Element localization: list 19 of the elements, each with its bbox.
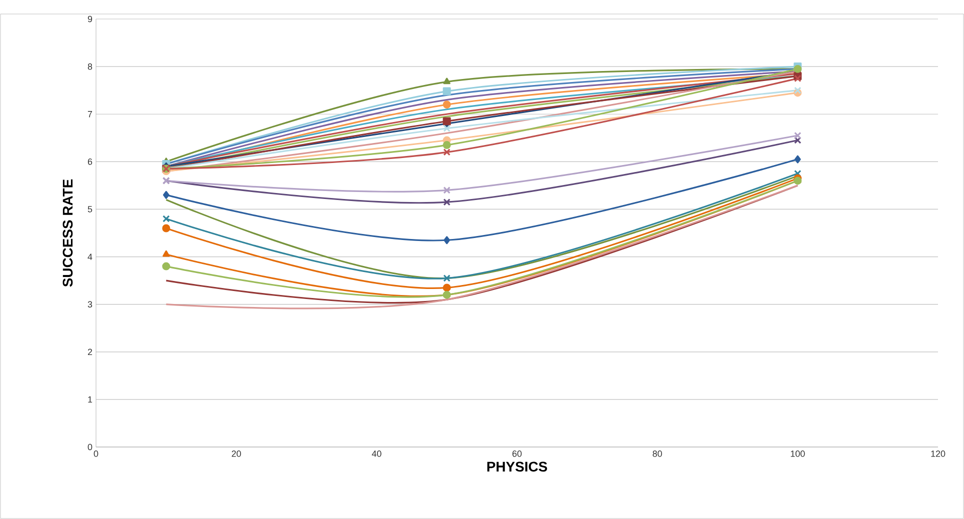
y-tick-label: 7 <box>88 111 92 118</box>
x-tick-label: 60 <box>512 450 522 457</box>
y-tick-label: 8 <box>88 63 92 70</box>
x-tick-label: 20 <box>232 450 241 457</box>
y-tick-label: 6 <box>88 158 92 165</box>
x-tick-label: 80 <box>652 450 662 457</box>
x-tick-label: 40 <box>372 450 382 457</box>
x-tick-label: 120 <box>931 450 946 457</box>
y-tick-label: 5 <box>88 206 92 212</box>
x-tick-label: 100 <box>790 450 805 457</box>
y-tick-label: 3 <box>88 301 92 308</box>
y-axis-title: SUCCESS RATE <box>62 179 73 287</box>
y-tick-label: 2 <box>88 348 92 356</box>
x-tick-label: 0 <box>94 450 98 457</box>
y-tick-label: 1 <box>88 396 92 403</box>
y-tick-label: 4 <box>88 254 92 260</box>
y-tick-label: 9 <box>88 16 92 22</box>
x-axis-title: PHYSICS <box>487 462 548 472</box>
y-tick-label: 0 <box>88 444 92 450</box>
